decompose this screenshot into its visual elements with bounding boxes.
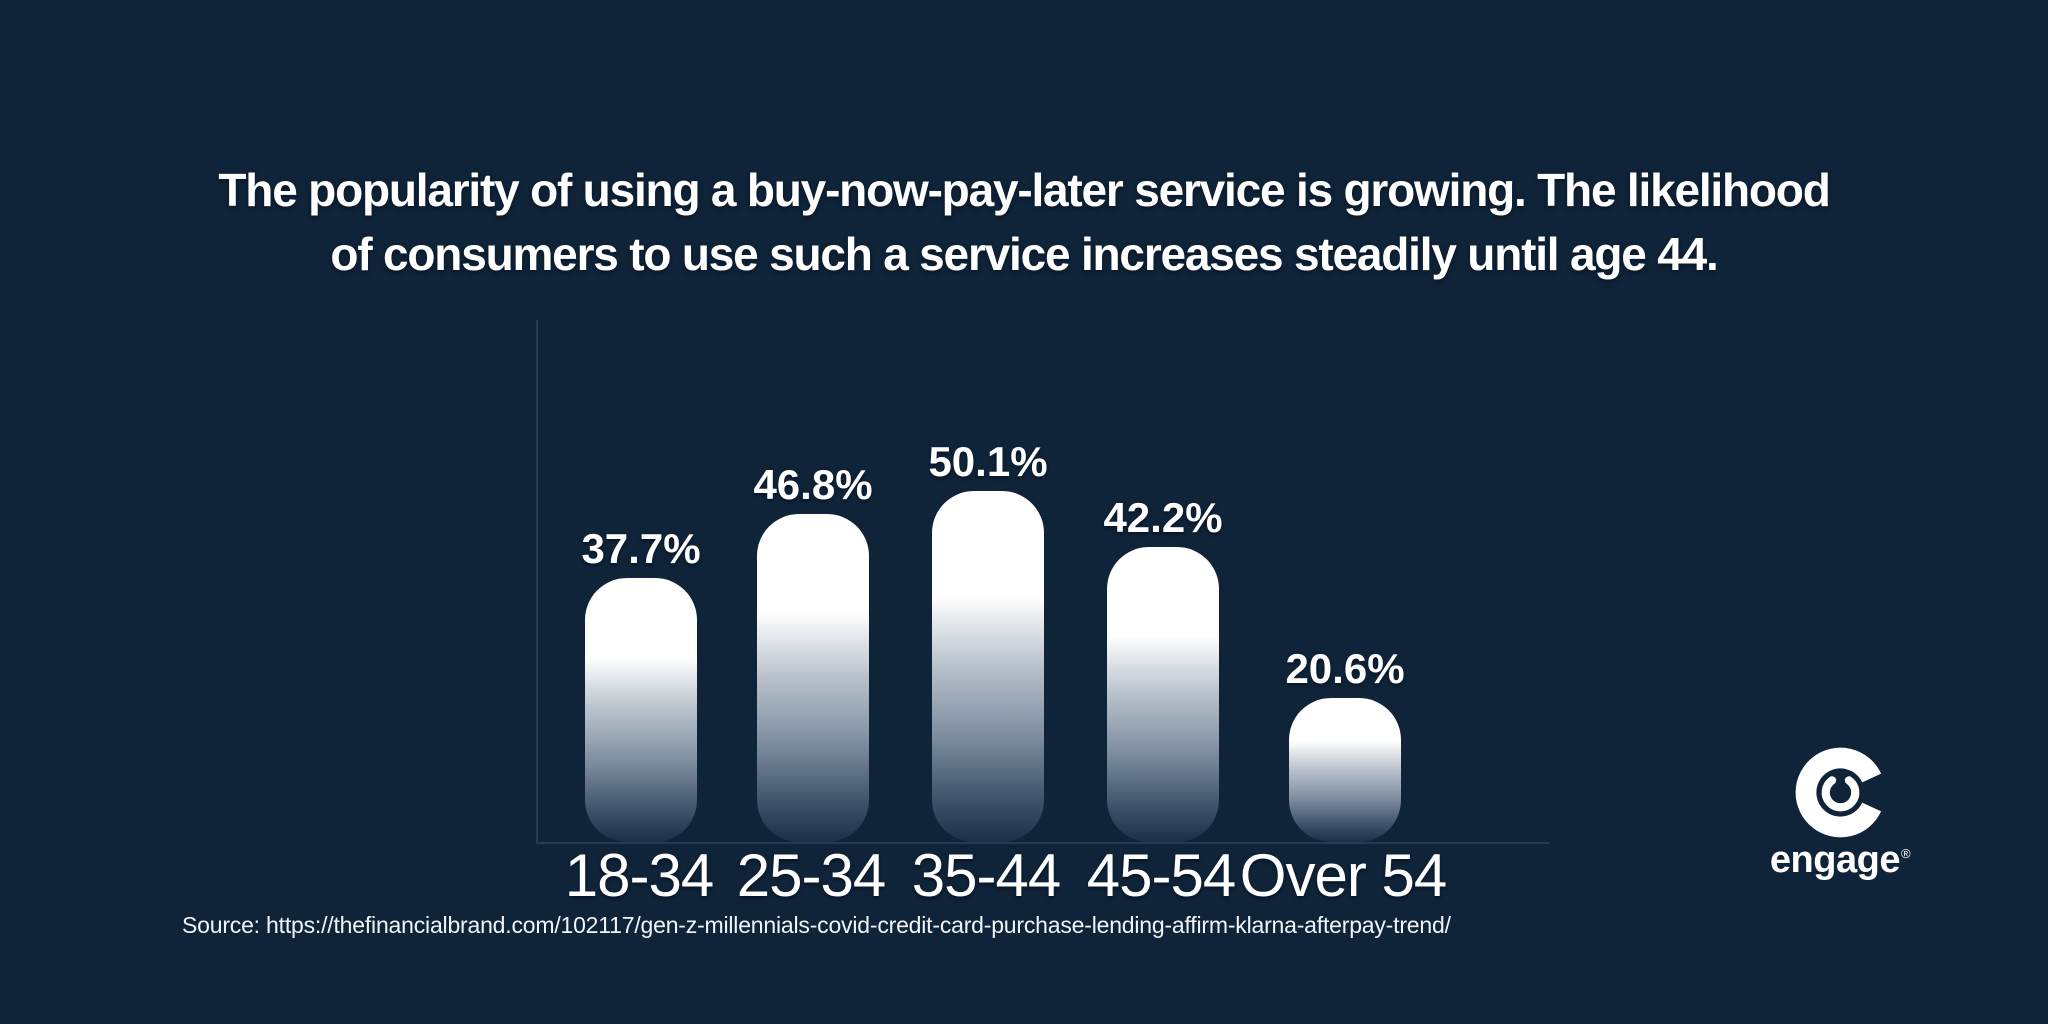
bar-value-label: 42.2% bbox=[1103, 494, 1223, 541]
bar-chart-plot-area: 37.7% 46.8% 50.1% 42.2% 20.6% bbox=[536, 320, 1549, 844]
x-axis-labels: 18-34 25-34 35-44 45-54 Over 54 bbox=[536, 846, 1547, 926]
engage-logo-icon bbox=[1795, 747, 1881, 838]
x-axis-category-label: 45-54 bbox=[1086, 842, 1236, 909]
chart-title-line-1: The popularity of using a buy-now-pay-la… bbox=[218, 164, 1830, 216]
chart-title-line-2: of consumers to use such a service incre… bbox=[330, 228, 1718, 280]
bar bbox=[1107, 547, 1219, 842]
bar-value-label: 46.8% bbox=[753, 461, 873, 508]
x-axis-category-label: Over 54 bbox=[1239, 842, 1447, 909]
bar-value-label: 37.7% bbox=[581, 525, 701, 572]
bar bbox=[1289, 698, 1401, 842]
x-axis-category-label: 25-34 bbox=[736, 842, 886, 909]
source-citation: Source: https://thefinancialbrand.com/10… bbox=[182, 912, 1451, 938]
engage-wordmark-text: engage bbox=[1769, 839, 1901, 881]
bar-column: 50.1% bbox=[928, 441, 1048, 842]
engage-logo: engage® bbox=[1760, 740, 1920, 900]
chart-title: The popularity of using a buy-now-pay-la… bbox=[0, 158, 2048, 286]
bar-value-label: 50.1% bbox=[928, 438, 1048, 485]
bar-column: 20.6% bbox=[1285, 648, 1405, 842]
bar bbox=[757, 514, 869, 842]
x-axis-category-label: 35-44 bbox=[911, 842, 1061, 909]
bar-column: 42.2% bbox=[1103, 497, 1223, 842]
bar-column: 37.7% bbox=[581, 528, 701, 842]
bar bbox=[932, 491, 1044, 842]
registered-trademark-symbol: ® bbox=[1900, 846, 1911, 862]
bar-value-label: 20.6% bbox=[1285, 645, 1405, 692]
engage-wordmark: engage® bbox=[1760, 841, 1920, 879]
bar bbox=[585, 578, 697, 842]
bar-column: 46.8% bbox=[753, 464, 873, 842]
x-axis-category-label: 18-34 bbox=[564, 842, 714, 909]
